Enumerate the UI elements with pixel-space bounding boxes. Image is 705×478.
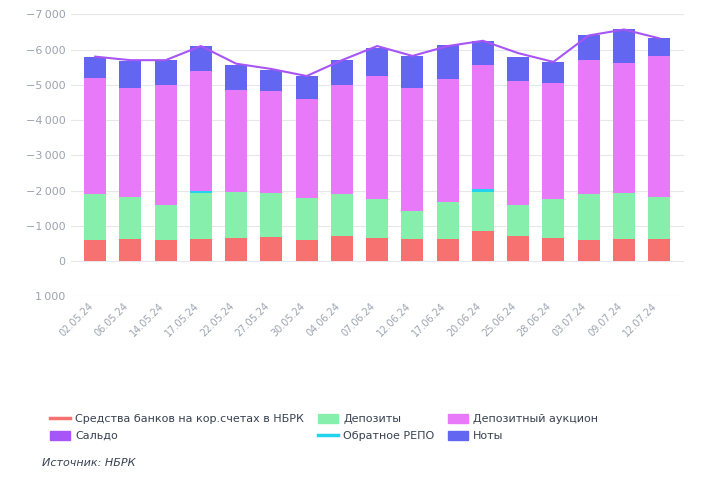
Bar [120, 87, 142, 197]
Bar [190, 46, 212, 71]
Bar [613, 194, 635, 239]
Bar [226, 65, 247, 90]
Bar [85, 57, 106, 78]
Bar [649, 239, 670, 261]
Bar [120, 239, 142, 261]
Bar [85, 194, 106, 240]
Bar [261, 91, 283, 193]
Bar [402, 211, 423, 239]
Text: Источник: НБРК: Источник: НБРК [42, 458, 136, 468]
Bar [543, 83, 565, 199]
Bar [543, 199, 565, 238]
Legend: Средства банков на кор.счетах в НБРК, Сальдо, Депозиты, Обратное РЕПО, Депозитны: Средства банков на кор.счетах в НБРК, Са… [45, 409, 603, 445]
Bar [613, 239, 635, 261]
Bar [226, 192, 247, 238]
Bar [331, 60, 353, 85]
Bar [472, 41, 494, 65]
Bar [649, 56, 670, 197]
Bar [508, 205, 529, 237]
Bar [578, 194, 600, 240]
Bar [472, 192, 494, 231]
Bar [472, 231, 494, 261]
Bar [261, 237, 283, 261]
Bar [296, 198, 318, 240]
Bar [402, 56, 423, 87]
Bar [190, 191, 212, 194]
Bar [367, 199, 388, 238]
Bar [190, 194, 212, 239]
Bar [472, 189, 494, 192]
Bar [437, 202, 459, 239]
Bar [578, 60, 600, 194]
Bar [261, 70, 283, 91]
Bar [120, 61, 142, 87]
Bar [155, 60, 177, 85]
Bar [190, 71, 212, 191]
Bar [296, 240, 318, 261]
Bar [85, 240, 106, 261]
Bar [437, 239, 459, 261]
Bar [578, 35, 600, 60]
Bar [120, 197, 142, 239]
Bar [543, 62, 565, 83]
Bar [437, 79, 459, 202]
Bar [437, 45, 459, 79]
Bar [613, 63, 635, 194]
Bar [190, 239, 212, 261]
Bar [331, 194, 353, 237]
Bar [543, 238, 565, 261]
Bar [85, 78, 106, 194]
Bar [649, 38, 670, 56]
Bar [508, 57, 529, 81]
Bar [155, 85, 177, 205]
Bar [296, 76, 318, 99]
Bar [472, 65, 494, 189]
Bar [649, 197, 670, 239]
Bar [367, 238, 388, 261]
Bar [508, 237, 529, 261]
Bar [296, 99, 318, 198]
Bar [331, 85, 353, 194]
Bar [578, 240, 600, 261]
Bar [155, 205, 177, 240]
Bar [402, 239, 423, 261]
Bar [508, 81, 529, 205]
Bar [155, 240, 177, 261]
Bar [367, 48, 388, 76]
Bar [613, 30, 635, 63]
Bar [367, 76, 388, 199]
Bar [226, 90, 247, 192]
Bar [226, 238, 247, 261]
Bar [402, 87, 423, 211]
Bar [261, 193, 283, 237]
Bar [331, 237, 353, 261]
